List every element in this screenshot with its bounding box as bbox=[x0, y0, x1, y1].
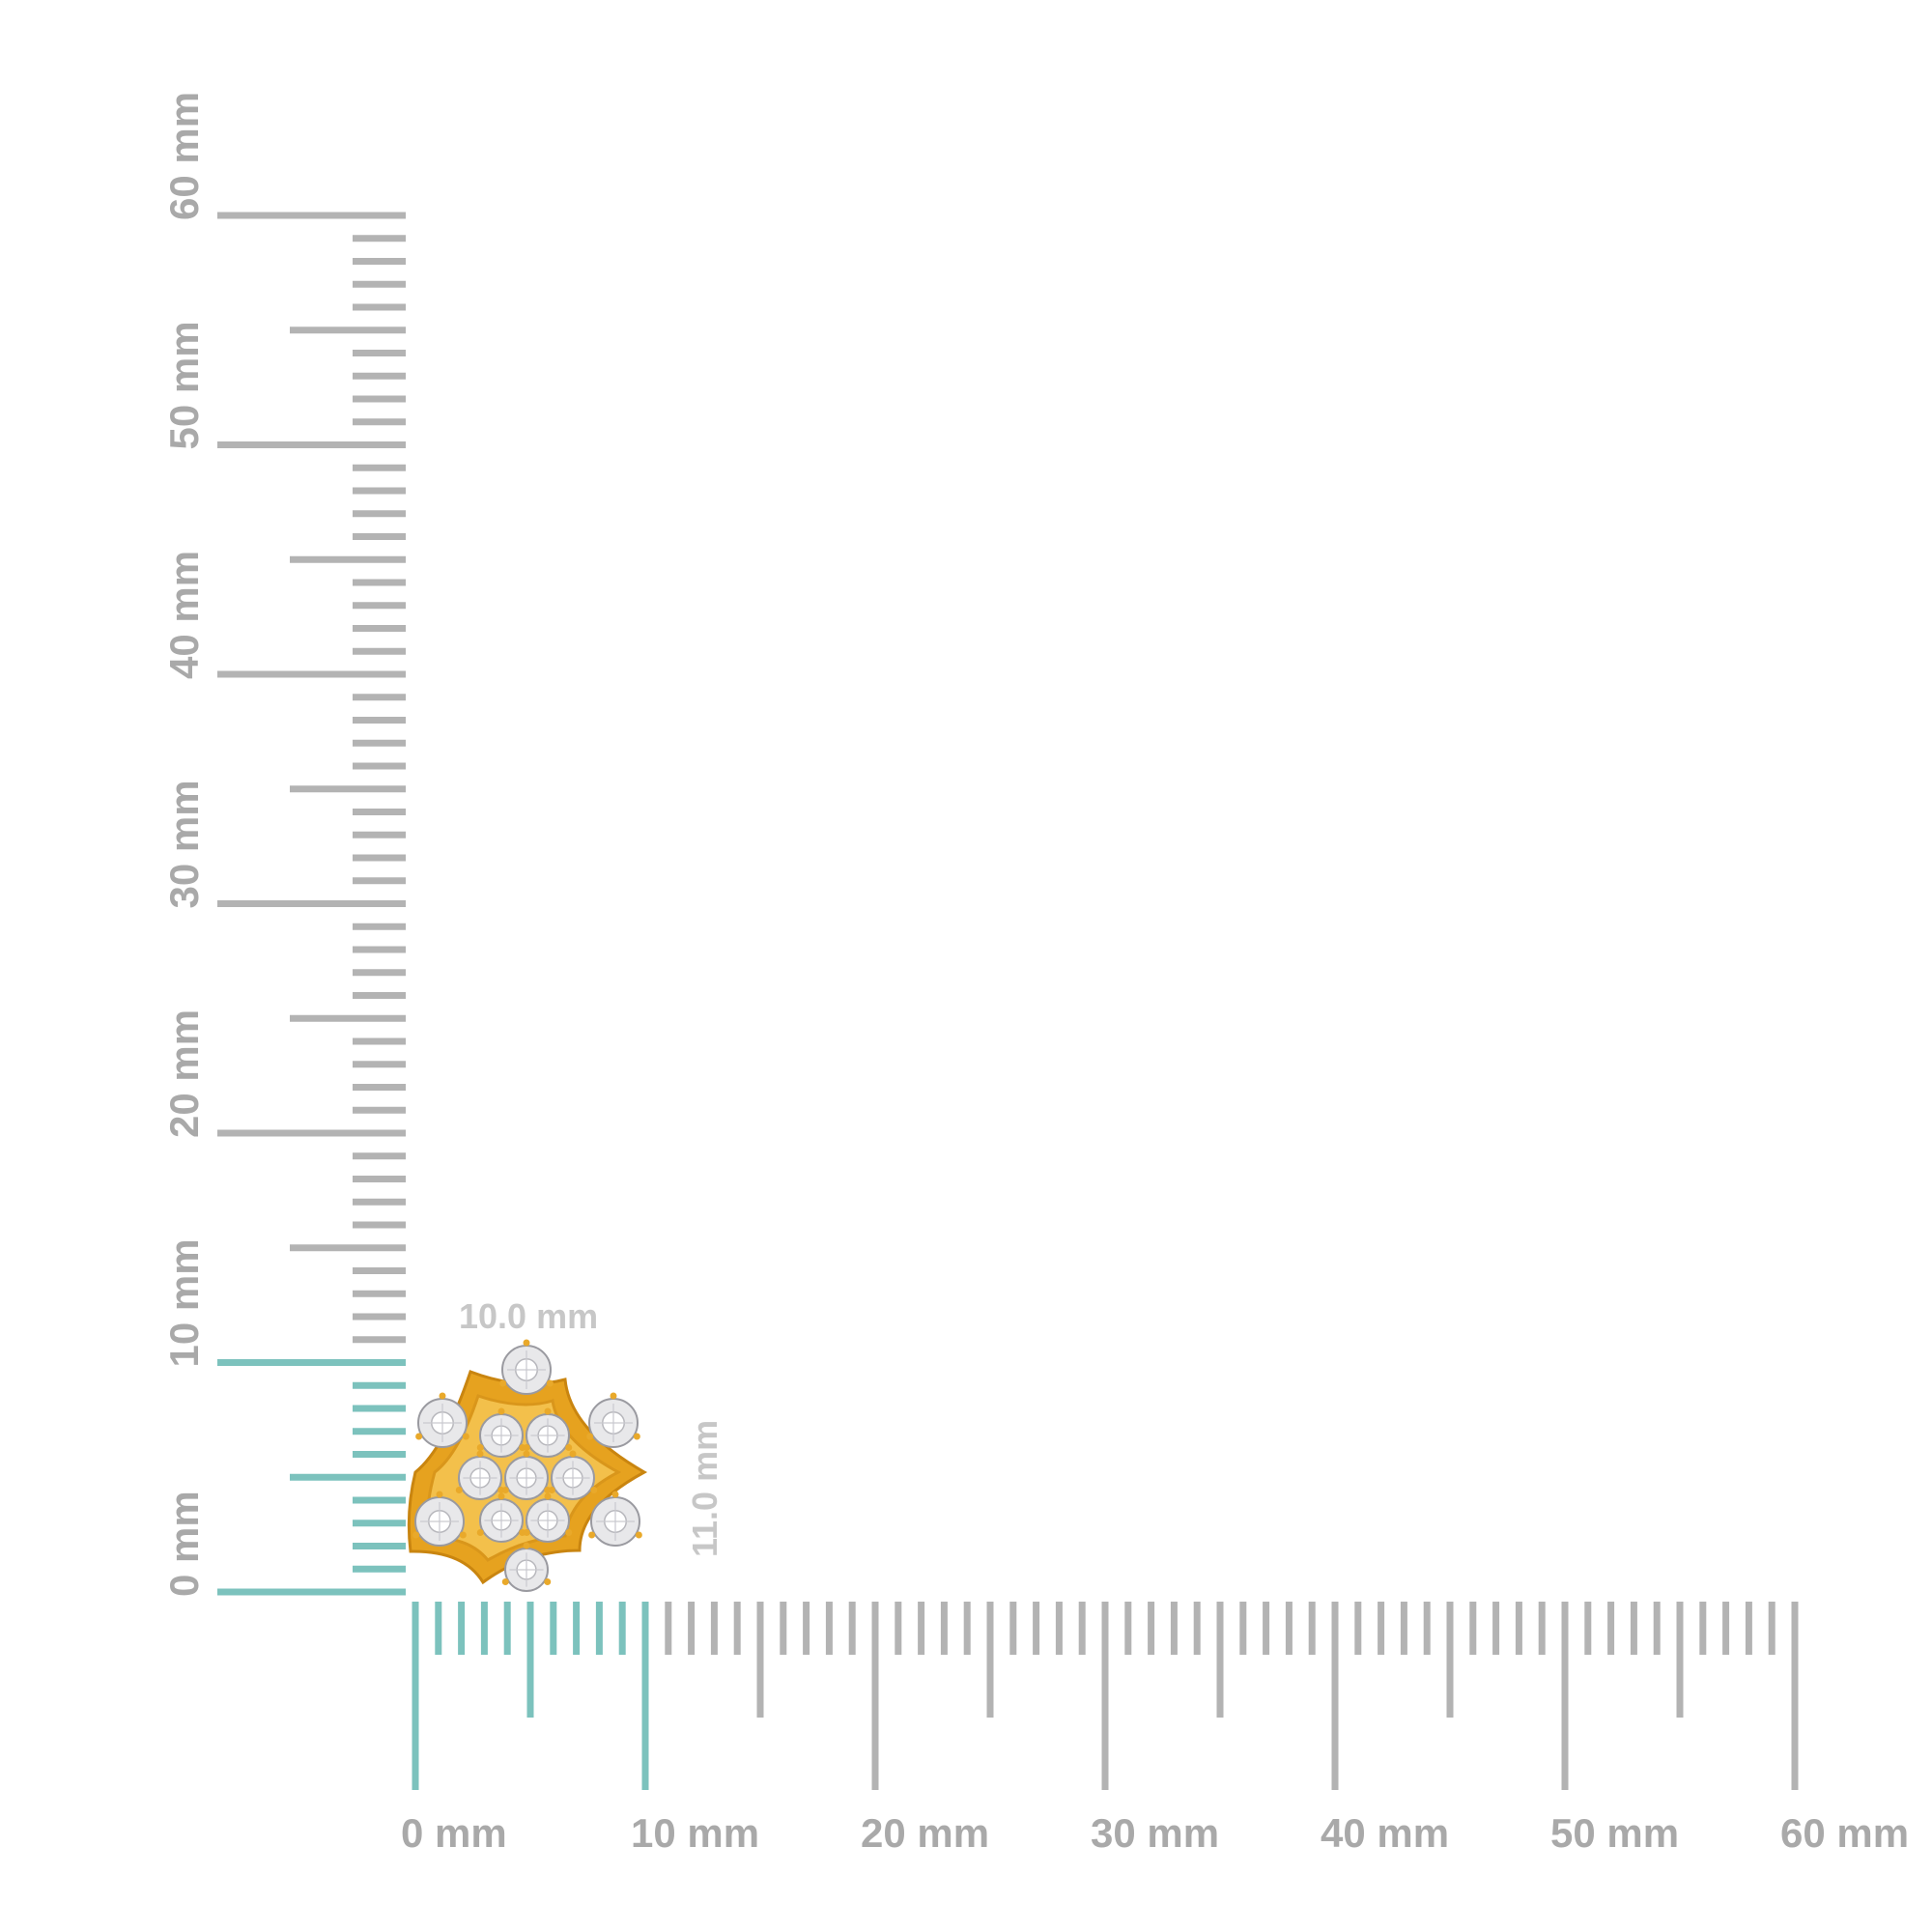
star-stud-earring-image bbox=[407, 1339, 648, 1592]
diamond-stone bbox=[501, 1542, 552, 1592]
diamond-stone bbox=[499, 1339, 554, 1395]
diamond-stone bbox=[415, 1392, 469, 1448]
h-ruler-label: 20 mm bbox=[861, 1810, 989, 1856]
diamond-stone bbox=[501, 1450, 552, 1500]
v-ruler-label: 0 mm bbox=[161, 1491, 207, 1597]
v-ruler-label: 30 mm bbox=[161, 780, 207, 908]
h-ruler-label: 40 mm bbox=[1321, 1810, 1449, 1856]
height-dimension-label: 11.0 mm bbox=[685, 1420, 724, 1557]
v-ruler-label: 60 mm bbox=[161, 92, 207, 220]
v-ruler-label: 40 mm bbox=[161, 551, 207, 679]
width-dimension-label: 10.0 mm bbox=[459, 1296, 598, 1336]
h-ruler-label: 50 mm bbox=[1550, 1810, 1679, 1856]
v-ruler-label: 10 mm bbox=[161, 1238, 207, 1367]
diamond-stone bbox=[523, 1492, 573, 1543]
h-ruler-label: 60 mm bbox=[1780, 1810, 1909, 1856]
horizontal-ruler: 0 mm 10 mm 20 mm 30 mm 40 mm 50 mm 60 mm bbox=[401, 1602, 1909, 1856]
diamond-stone bbox=[588, 1491, 642, 1547]
diamond-stone bbox=[455, 1450, 505, 1500]
h-ruler-label: 30 mm bbox=[1091, 1810, 1219, 1856]
diamond-stone bbox=[586, 1392, 640, 1448]
diamond-stone bbox=[523, 1407, 573, 1458]
earring-stones bbox=[412, 1339, 642, 1592]
diamond-stone bbox=[548, 1450, 598, 1500]
v-ruler-label: 20 mm bbox=[161, 1009, 207, 1138]
vertical-ruler: 0 mm 10 mm 20 mm 30 mm 40 mm 50 mm 60 mm bbox=[161, 92, 406, 1597]
diamond-stone bbox=[412, 1491, 467, 1547]
h-ruler-label: 0 mm bbox=[401, 1810, 507, 1856]
v-ruler-label: 50 mm bbox=[161, 321, 207, 449]
h-ruler-label: 10 mm bbox=[631, 1810, 759, 1856]
